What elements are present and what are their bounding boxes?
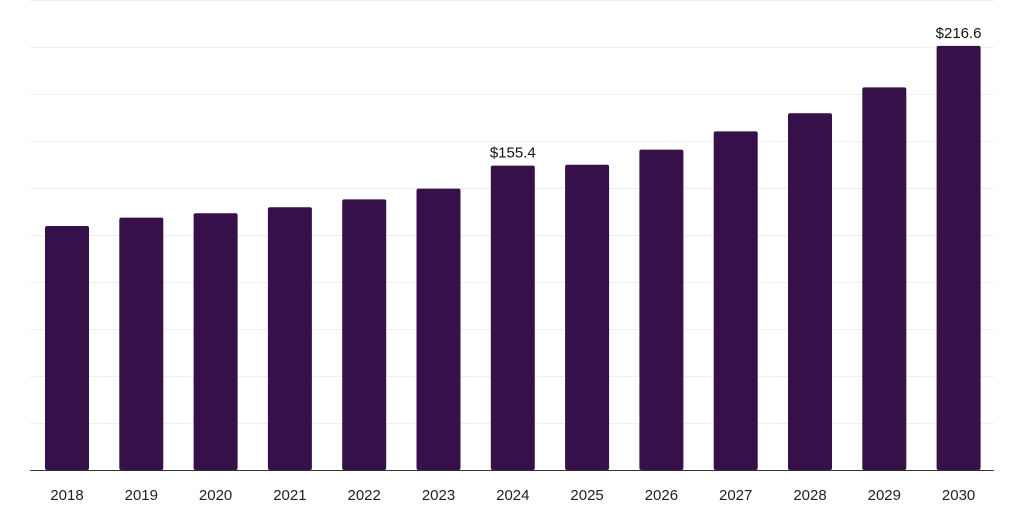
data-labels: $155.4 $216.6 xyxy=(490,25,982,162)
x-tick-label-2026: 2026 xyxy=(645,487,678,504)
x-tick-label-2029: 2029 xyxy=(868,487,901,504)
bar-2026 xyxy=(639,149,684,470)
data-label-2024: $155.4 xyxy=(490,145,536,162)
bar-2027 xyxy=(713,131,758,470)
data-label-2030: $216.6 xyxy=(936,25,982,42)
x-tick-label-2018: 2018 xyxy=(50,487,83,504)
bar-2022 xyxy=(342,199,387,470)
x-tick-label-2021: 2021 xyxy=(273,487,306,504)
bar-2024 xyxy=(490,165,535,471)
x-tick-label-2020: 2020 xyxy=(199,487,232,504)
x-axis-ticks: 2018 2019 2020 2021 2022 2023 2024 2025 2026 2027… xyxy=(50,487,975,504)
bar-2019 xyxy=(119,217,164,470)
bar-2021 xyxy=(267,207,312,471)
bar-2018 xyxy=(45,225,89,470)
bar-2025 xyxy=(565,164,610,470)
bar-2029 xyxy=(862,87,907,470)
bar-2023 xyxy=(416,188,461,470)
x-tick-label-2024: 2024 xyxy=(496,487,529,504)
bar-2020 xyxy=(193,213,238,470)
x-tick-label-2028: 2028 xyxy=(793,487,826,504)
x-tick-label-2025: 2025 xyxy=(570,487,603,504)
x-tick-label-2027: 2027 xyxy=(719,487,752,504)
x-tick-label-2030: 2030 xyxy=(942,487,975,504)
x-tick-label-2023: 2023 xyxy=(422,487,455,504)
bar-2030 xyxy=(936,45,981,470)
bar-2028 xyxy=(788,113,832,471)
x-tick-label-2022: 2022 xyxy=(348,487,381,504)
bars xyxy=(45,45,981,471)
x-tick-label-2019: 2019 xyxy=(125,487,158,504)
